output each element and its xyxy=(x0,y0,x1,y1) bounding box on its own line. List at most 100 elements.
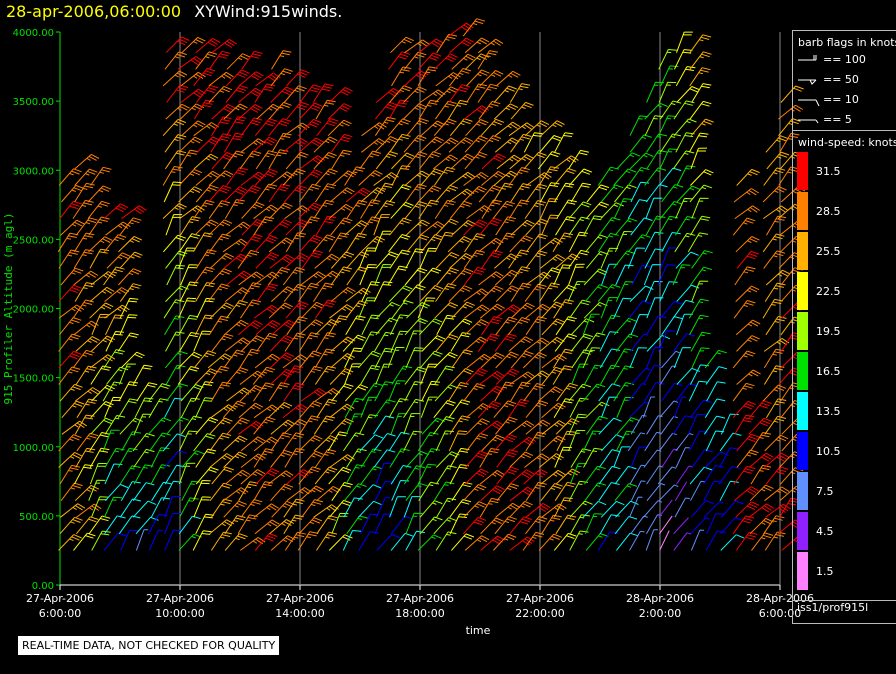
wind-barb xyxy=(179,216,201,236)
wind-barb xyxy=(643,382,665,402)
wind-barb xyxy=(223,186,248,203)
wind-barb xyxy=(433,481,455,501)
wind-barb xyxy=(552,348,574,369)
wind-barb xyxy=(417,463,437,485)
wind-barb xyxy=(328,203,354,219)
wind-barb xyxy=(314,253,340,269)
wind-barb xyxy=(582,347,601,369)
wind-barb xyxy=(582,500,607,518)
wind-barb xyxy=(555,514,577,535)
wind-barb xyxy=(614,516,638,535)
wind-barb xyxy=(509,235,533,253)
wind-barb xyxy=(568,263,585,286)
wind-barb xyxy=(104,287,130,302)
x-tick-time: 2:00:00 xyxy=(639,607,681,620)
wind-barb xyxy=(178,186,203,203)
wind-barb xyxy=(525,431,547,452)
wind-barb xyxy=(270,86,295,103)
wind-barb xyxy=(226,300,248,319)
wind-barb xyxy=(616,152,641,170)
wind-barb xyxy=(90,417,114,435)
wind-barb xyxy=(613,365,634,385)
wind-barb xyxy=(327,103,352,120)
wind-barb xyxy=(391,480,410,501)
wind-barb xyxy=(508,199,530,219)
wind-barb xyxy=(628,300,651,319)
wind-barb xyxy=(255,72,281,87)
wind-barb xyxy=(687,232,708,253)
wind-barb xyxy=(225,85,249,103)
wind-barb xyxy=(522,531,545,551)
wind-barb xyxy=(268,219,293,236)
wind-barb xyxy=(329,187,355,203)
wind-barb xyxy=(313,282,334,302)
wind-barb xyxy=(238,71,264,87)
wind-barb xyxy=(255,319,281,336)
wind-barb xyxy=(282,365,304,385)
wind-barb xyxy=(360,199,381,219)
wind-barb xyxy=(376,533,400,551)
wind-barb xyxy=(645,197,663,219)
wind-barb xyxy=(644,167,667,186)
wind-barb xyxy=(494,137,520,153)
wind-barb xyxy=(451,219,476,236)
wind-barb xyxy=(541,353,567,369)
wind-barb xyxy=(223,487,249,502)
wind-barb xyxy=(404,151,428,170)
wind-barb xyxy=(584,284,608,302)
wind-barb xyxy=(344,483,367,502)
wind-barb xyxy=(479,285,504,302)
wind-barb xyxy=(253,416,276,435)
wind-barb xyxy=(238,481,259,501)
wind-barb xyxy=(510,381,531,402)
wind-barb xyxy=(299,155,326,170)
wind-barb xyxy=(374,101,398,120)
wind-barb xyxy=(389,133,411,153)
wind-barb xyxy=(388,431,410,452)
wind-barb xyxy=(404,366,427,385)
wind-barb xyxy=(328,466,352,485)
wind-barb xyxy=(299,485,324,502)
wind-barb xyxy=(316,531,338,551)
wind-barb xyxy=(254,118,278,137)
wind-barb xyxy=(313,504,339,518)
wind-barb xyxy=(448,84,471,103)
speed-swatch xyxy=(797,192,808,230)
wind-barb xyxy=(568,383,592,402)
wind-barb xyxy=(540,469,566,485)
wind-barb xyxy=(766,151,790,170)
wind-barb xyxy=(361,138,387,153)
wind-barb xyxy=(391,300,414,319)
wind-barb xyxy=(493,533,517,551)
wind-barb xyxy=(646,334,671,352)
source-panel xyxy=(792,600,896,624)
wind-barb xyxy=(178,149,199,170)
wind-barb xyxy=(253,503,279,518)
wind-barb xyxy=(134,397,154,418)
wind-barb xyxy=(509,83,531,103)
wind-barb xyxy=(570,448,592,468)
wind-barb xyxy=(165,214,183,236)
wind-barb xyxy=(271,132,292,153)
wind-barb xyxy=(61,420,87,435)
wind-barb xyxy=(315,318,340,336)
wind-barb xyxy=(688,132,709,153)
wind-barb xyxy=(298,332,320,352)
wind-barb xyxy=(689,51,712,70)
wind-barb xyxy=(495,502,521,518)
wind-barb xyxy=(585,533,609,551)
speed-legend-label: 28.5 xyxy=(816,205,841,218)
wind-barb xyxy=(59,317,82,336)
wind-barb xyxy=(733,300,756,319)
wind-barb xyxy=(525,250,548,269)
wind-barb xyxy=(359,150,382,170)
wind-barb xyxy=(478,100,501,120)
wind-barb xyxy=(421,417,445,435)
wind-barb xyxy=(571,363,589,385)
wind-barb xyxy=(418,481,440,501)
wind-barb xyxy=(239,384,264,402)
wind-barb xyxy=(522,352,547,369)
wind-barb xyxy=(523,151,547,170)
wind-barb xyxy=(316,118,339,137)
source-label: iss1/prof915l xyxy=(797,601,869,614)
